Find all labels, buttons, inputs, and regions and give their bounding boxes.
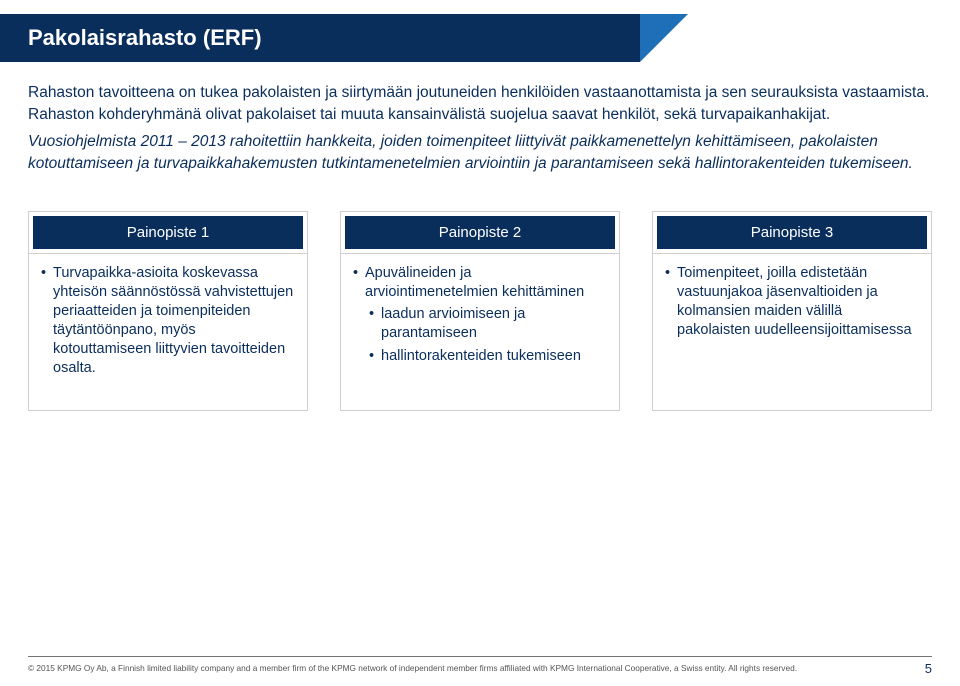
- intro-paragraph-1: Rahaston tavoitteena on tukea pakolaiste…: [28, 82, 932, 125]
- intro-paragraph-2: Vuosiohjelmista 2011 – 2013 rahoitettiin…: [28, 131, 932, 174]
- column-3-header: Painopiste 3: [657, 216, 927, 249]
- title-accent-shape: [640, 14, 688, 62]
- column-1-body: Turvapaikka-asioita koskevassa yhteisön …: [28, 253, 308, 411]
- title-bar: Pakolaisrahasto (ERF): [0, 14, 640, 62]
- column-2-sublist: laadun arvioimiseen ja parantamiseen hal…: [369, 305, 607, 366]
- list-item: laadun arvioimiseen ja parantamiseen: [369, 305, 607, 343]
- column-2-body: Apuvälineiden ja arviointimenetelmien ke…: [340, 253, 620, 411]
- column-3: Painopiste 3 Toimenpiteet, joilla ediste…: [652, 211, 932, 411]
- slide-title: Pakolaisrahasto (ERF): [28, 25, 262, 51]
- list-item-text: Apuvälineiden ja arviointimenetelmien ke…: [365, 265, 584, 300]
- list-item: Turvapaikka-asioita koskevassa yhteisön …: [41, 264, 295, 379]
- column-2: Painopiste 2 Apuvälineiden ja arviointim…: [340, 211, 620, 411]
- list-item: Toimenpiteet, joilla edistetään vastuunj…: [665, 264, 919, 341]
- page-number: 5: [925, 661, 932, 676]
- slide: Pakolaisrahasto (ERF) Rahaston tavoittee…: [0, 0, 960, 686]
- column-2-header-wrap: Painopiste 2: [340, 211, 620, 253]
- columns-container: Painopiste 1 Turvapaikka-asioita koskeva…: [28, 211, 932, 411]
- column-1-header: Painopiste 1: [33, 216, 303, 249]
- column-3-header-wrap: Painopiste 3: [652, 211, 932, 253]
- column-3-list: Toimenpiteet, joilla edistetään vastuunj…: [665, 264, 919, 341]
- intro-text: Rahaston tavoitteena on tukea pakolaiste…: [28, 82, 932, 175]
- column-1: Painopiste 1 Turvapaikka-asioita koskeva…: [28, 211, 308, 411]
- column-3-body: Toimenpiteet, joilla edistetään vastuunj…: [652, 253, 932, 411]
- footer: © 2015 KPMG Oy Ab, a Finnish limited lia…: [28, 656, 932, 676]
- list-item: hallintorakenteiden tukemiseen: [369, 347, 607, 366]
- list-item: Apuvälineiden ja arviointimenetelmien ke…: [353, 264, 607, 367]
- column-2-header: Painopiste 2: [345, 216, 615, 249]
- column-1-list: Turvapaikka-asioita koskevassa yhteisön …: [41, 264, 295, 379]
- content-area: Rahaston tavoitteena on tukea pakolaiste…: [28, 82, 932, 411]
- column-1-header-wrap: Painopiste 1: [28, 211, 308, 253]
- footer-copyright: © 2015 KPMG Oy Ab, a Finnish limited lia…: [28, 664, 905, 674]
- column-2-list: Apuvälineiden ja arviointimenetelmien ke…: [353, 264, 607, 367]
